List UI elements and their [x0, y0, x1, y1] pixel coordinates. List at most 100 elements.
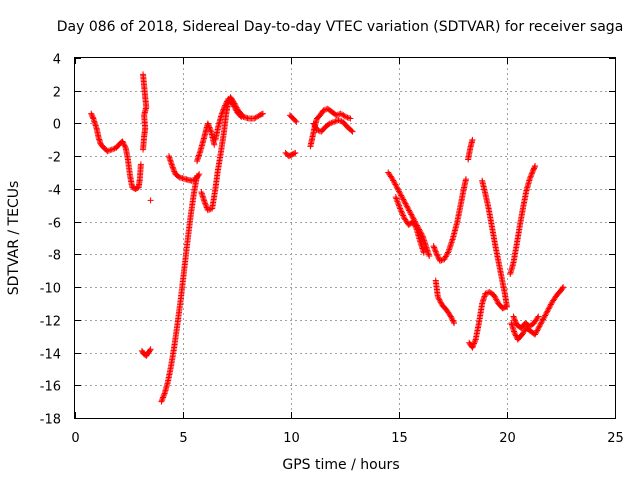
data-point [230, 102, 237, 109]
data-point [397, 191, 404, 198]
y-tick-label: -8 [48, 249, 61, 264]
data-point [544, 308, 551, 315]
x-tick-label: 15 [391, 431, 408, 446]
arc-segment [88, 110, 144, 192]
data-point [408, 212, 415, 219]
data-point [169, 163, 176, 169]
data-point [408, 211, 415, 218]
grid-lines [75, 58, 615, 418]
y-tick-label: -2 [48, 151, 61, 166]
data-point [471, 339, 478, 346]
data-point [527, 174, 534, 181]
data-point [400, 213, 407, 220]
data-point [406, 207, 413, 214]
data-point [398, 209, 405, 216]
data-point [393, 195, 400, 202]
data-point [493, 297, 500, 304]
data-point [347, 115, 354, 122]
data-points [88, 71, 567, 405]
arc-segment [479, 177, 510, 310]
data-point [511, 314, 518, 321]
data-point [431, 245, 438, 252]
data-point [325, 121, 332, 128]
data-point [232, 106, 239, 113]
data-point [504, 303, 510, 310]
y-tick-labels: 4 2 0 -2 -4 -6 -8 -10 -12 -14 -16 -18 [40, 53, 61, 428]
data-point [400, 212, 407, 219]
data-point [119, 138, 126, 145]
data-point [231, 103, 238, 110]
data-point [390, 178, 397, 185]
arc-segment [198, 94, 266, 214]
data-point [411, 221, 418, 228]
data-point [137, 161, 144, 168]
data-point [292, 149, 299, 156]
data-point [401, 199, 408, 206]
arc-segment [286, 112, 300, 125]
data-point [332, 118, 339, 125]
data-point [220, 106, 227, 113]
arc-segment [510, 313, 542, 331]
data-point [435, 253, 442, 260]
y-tick-label: -12 [40, 315, 61, 330]
data-point [432, 247, 439, 254]
data-point [394, 199, 401, 206]
x-tick-label: 25 [607, 431, 624, 446]
data-point [204, 120, 211, 127]
data-point [393, 196, 400, 203]
data-point [170, 167, 177, 174]
data-point [396, 202, 402, 209]
data-point [171, 168, 178, 175]
data-point [394, 198, 401, 205]
data-point [223, 99, 230, 106]
arc-segment [194, 120, 218, 165]
data-point [442, 253, 449, 260]
data-point [532, 330, 539, 337]
data-point [532, 163, 539, 169]
y-tick-label: -14 [40, 348, 61, 363]
arc-segment [165, 153, 203, 184]
data-point [170, 165, 177, 172]
data-point [407, 210, 414, 217]
data-point [391, 180, 398, 187]
data-point [202, 200, 209, 207]
data-point [531, 164, 538, 171]
arc-segment [466, 289, 509, 351]
data-point [393, 182, 400, 189]
data-point [396, 189, 403, 196]
data-point [398, 193, 405, 200]
data-point [450, 318, 457, 325]
data-point [471, 340, 478, 347]
data-point [205, 123, 212, 130]
data-point [512, 332, 519, 339]
data-point [393, 184, 400, 191]
data-point [392, 194, 399, 201]
data-point [392, 181, 399, 188]
arc-segment [508, 284, 567, 343]
y-tick-label: 2 [53, 86, 61, 101]
data-point [310, 120, 317, 127]
data-point [158, 397, 165, 404]
data-point [206, 124, 213, 131]
data-point [335, 117, 342, 124]
data-point [397, 206, 404, 213]
data-point [491, 293, 498, 300]
data-point [493, 296, 500, 303]
data-point [534, 326, 541, 333]
data-point [398, 192, 405, 199]
data-point [533, 328, 540, 335]
data-point [238, 113, 245, 120]
data-point [448, 314, 455, 321]
data-point [146, 347, 153, 354]
data-point [159, 395, 166, 402]
data-point [511, 316, 518, 323]
data-point [348, 127, 355, 134]
data-point [529, 169, 536, 176]
data-point [405, 206, 412, 213]
data-point [444, 249, 451, 256]
data-point [312, 124, 319, 131]
data-point [231, 104, 238, 111]
x-tick-label: 10 [283, 431, 300, 446]
data-point [218, 110, 225, 117]
